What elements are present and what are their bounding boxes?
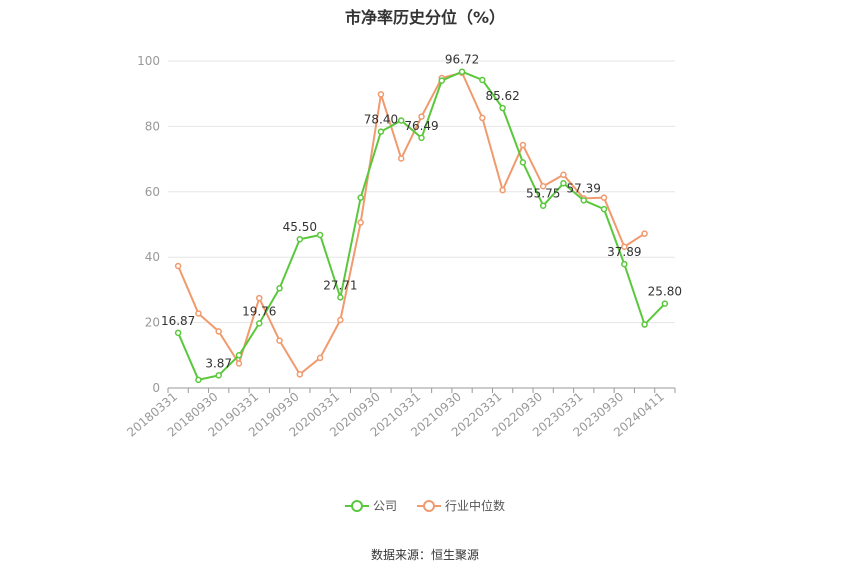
data-label: 45.50 [283,220,317,234]
data-label: 19.76 [242,304,276,318]
data-label: 27.71 [323,278,357,292]
source-note: 数据来源：恒生聚源 [370,548,479,562]
data-point-1 [357,219,364,226]
chart-title: 市净率历史分位（%） [344,8,506,27]
data-point-1 [418,113,425,120]
data-point-1 [560,171,567,179]
legend-swatch-company [344,499,369,513]
data-point-0 [580,197,587,204]
data-point-1 [256,294,263,302]
data-point-0 [215,372,222,379]
legend-label-industry-median: 行业中位数 [445,499,506,513]
data-point-0 [174,329,182,337]
data-point-0 [519,159,527,166]
data-point-0 [397,117,405,124]
data-point-1 [600,194,608,201]
grid-lines [168,60,675,324]
data-point-1 [499,186,506,194]
y-tick-label: 0 [152,381,160,395]
data-label: 55.75 [526,187,560,201]
data-point-1 [377,91,385,98]
y-tick-label: 80 [145,119,160,133]
data-point-0 [377,128,385,135]
data-point-0 [296,235,304,243]
data-point-0 [357,194,364,201]
legend-swatch-industry-median [417,499,441,513]
data-point-1 [235,360,243,367]
data-point-0 [560,180,567,187]
data-point-1 [479,114,486,122]
y-tick-label: 60 [145,185,160,199]
data-point-0 [256,320,263,327]
data-point-1 [519,141,527,149]
data-label: 25.80 [648,285,682,299]
legend-item-company[interactable]: 公司 [344,497,397,514]
data-label: 3.87 [205,356,232,370]
data-point-0 [438,77,446,84]
data-point-0 [499,104,506,112]
y-tick-label: 40 [145,250,160,264]
data-label: 85.62 [485,89,519,103]
data-label: 37.89 [607,245,641,259]
data-point-0 [479,76,486,84]
data-point-1 [296,371,304,378]
y-tick-label: 100 [137,54,160,68]
data-point-0 [600,205,608,213]
legend-item-industry-median[interactable]: 行业中位数 [417,497,505,514]
data-point-0 [276,285,283,292]
data-label: 16.87 [161,314,195,328]
data-point-0 [641,321,648,328]
data-label: 57.39 [567,181,601,195]
data-point-1 [316,354,324,362]
data-point-0 [458,68,466,75]
data-point-1 [174,262,182,270]
legend: 公司 行业中位数 [0,497,850,514]
data-point-0 [337,294,344,301]
data-point-0 [621,260,628,268]
data-point-0 [418,134,425,142]
data-point-1 [539,182,547,190]
data-point-1 [195,310,202,317]
y-tick-label: 20 [145,316,160,330]
data-labels-layer: 16.87 3.87 19.76 45.50 27.71 78.40 76.49 96.72 8… [161,53,682,371]
data-point-1 [215,328,222,335]
data-point-1 [641,230,648,237]
data-point-1 [337,316,344,324]
axes: 0204060801002018033120180930201903312019… [124,54,676,440]
data-label: 76.49 [404,119,438,133]
data-point-1 [276,337,283,344]
data-point-0 [316,231,324,239]
data-point-1 [397,155,405,162]
series-layer [174,68,669,384]
legend-label-company: 公司 [372,499,397,513]
data-point-0 [235,352,243,359]
data-label: 78.40 [364,113,398,127]
data-point-0 [539,202,547,209]
data-point-1 [621,243,628,250]
data-label: 96.72 [445,53,479,67]
series-line-1 [177,71,646,376]
data-point-0 [195,376,202,384]
data-point-0 [661,300,669,307]
